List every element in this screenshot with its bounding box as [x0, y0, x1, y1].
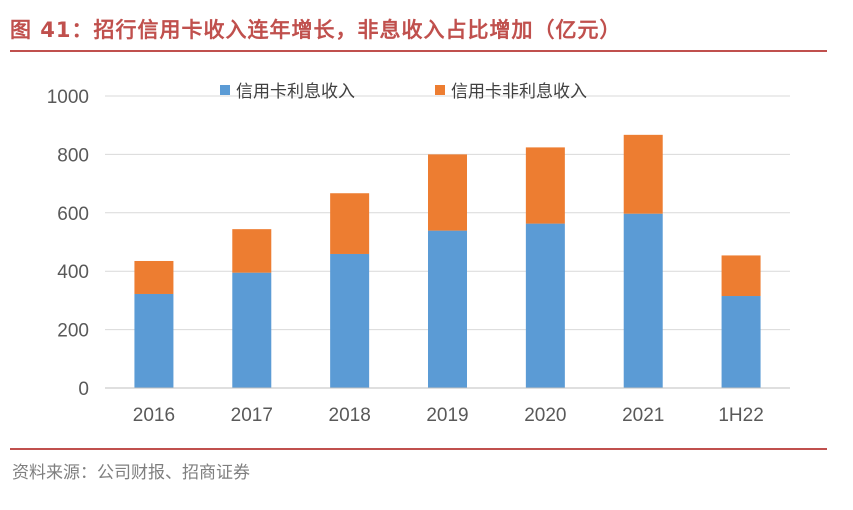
footer-divider	[10, 448, 827, 450]
source-note: 资料来源：公司财报、招商证券	[12, 463, 250, 483]
bar-non-interest-income	[525, 147, 565, 224]
bar-interest-income	[525, 223, 565, 388]
bar-interest-income	[428, 230, 467, 388]
bar-interest-income	[721, 296, 761, 388]
y-tick-label: 200	[57, 321, 89, 342]
bar-non-interest-income	[232, 229, 272, 273]
title-divider	[10, 50, 827, 52]
bar-non-interest-income	[428, 154, 467, 231]
x-tick-label: 1H22	[718, 405, 763, 426]
bar-non-interest-income	[623, 134, 663, 214]
legend-swatch	[435, 85, 445, 95]
legend-swatch	[220, 85, 230, 95]
bar-non-interest-income	[330, 193, 370, 254]
x-tick-label: 2020	[524, 405, 566, 426]
y-tick-label: 1000	[47, 87, 89, 108]
stacked-bar-chart: 0 200 400 600 800 1000 2016 2017 2018 2019 2020 202…	[47, 82, 790, 426]
axes: 0 200 400 600 800 1000 2016 2017 2018 2019 2020 202…	[47, 87, 790, 426]
x-tick-label: 2016	[133, 405, 175, 426]
legend-label: 信用卡非利息收入	[451, 82, 587, 102]
y-tick-label: 800	[57, 145, 89, 166]
x-tick-label: 2021	[622, 405, 664, 426]
legend-label: 信用卡利息收入	[236, 82, 355, 102]
bar-non-interest-income	[721, 255, 761, 297]
x-tick-label: 2017	[231, 405, 273, 426]
y-tick-label: 0	[78, 379, 89, 400]
legend: 信用卡利息收入 信用卡非利息收入	[220, 82, 587, 102]
bar-interest-income	[134, 293, 174, 388]
bar-interest-income	[232, 272, 272, 388]
figure-title: 图 41：招行信用卡收入连年增长，非息收入占比增加（亿元）	[10, 18, 622, 42]
bar-series	[134, 134, 761, 388]
x-tick-label: 2018	[329, 405, 371, 426]
y-tick-label: 600	[57, 204, 89, 225]
bar-interest-income	[623, 213, 663, 388]
x-tick-label: 2019	[426, 405, 468, 426]
y-tick-label: 400	[57, 262, 89, 283]
bar-interest-income	[330, 253, 370, 388]
bar-non-interest-income	[134, 260, 174, 294]
